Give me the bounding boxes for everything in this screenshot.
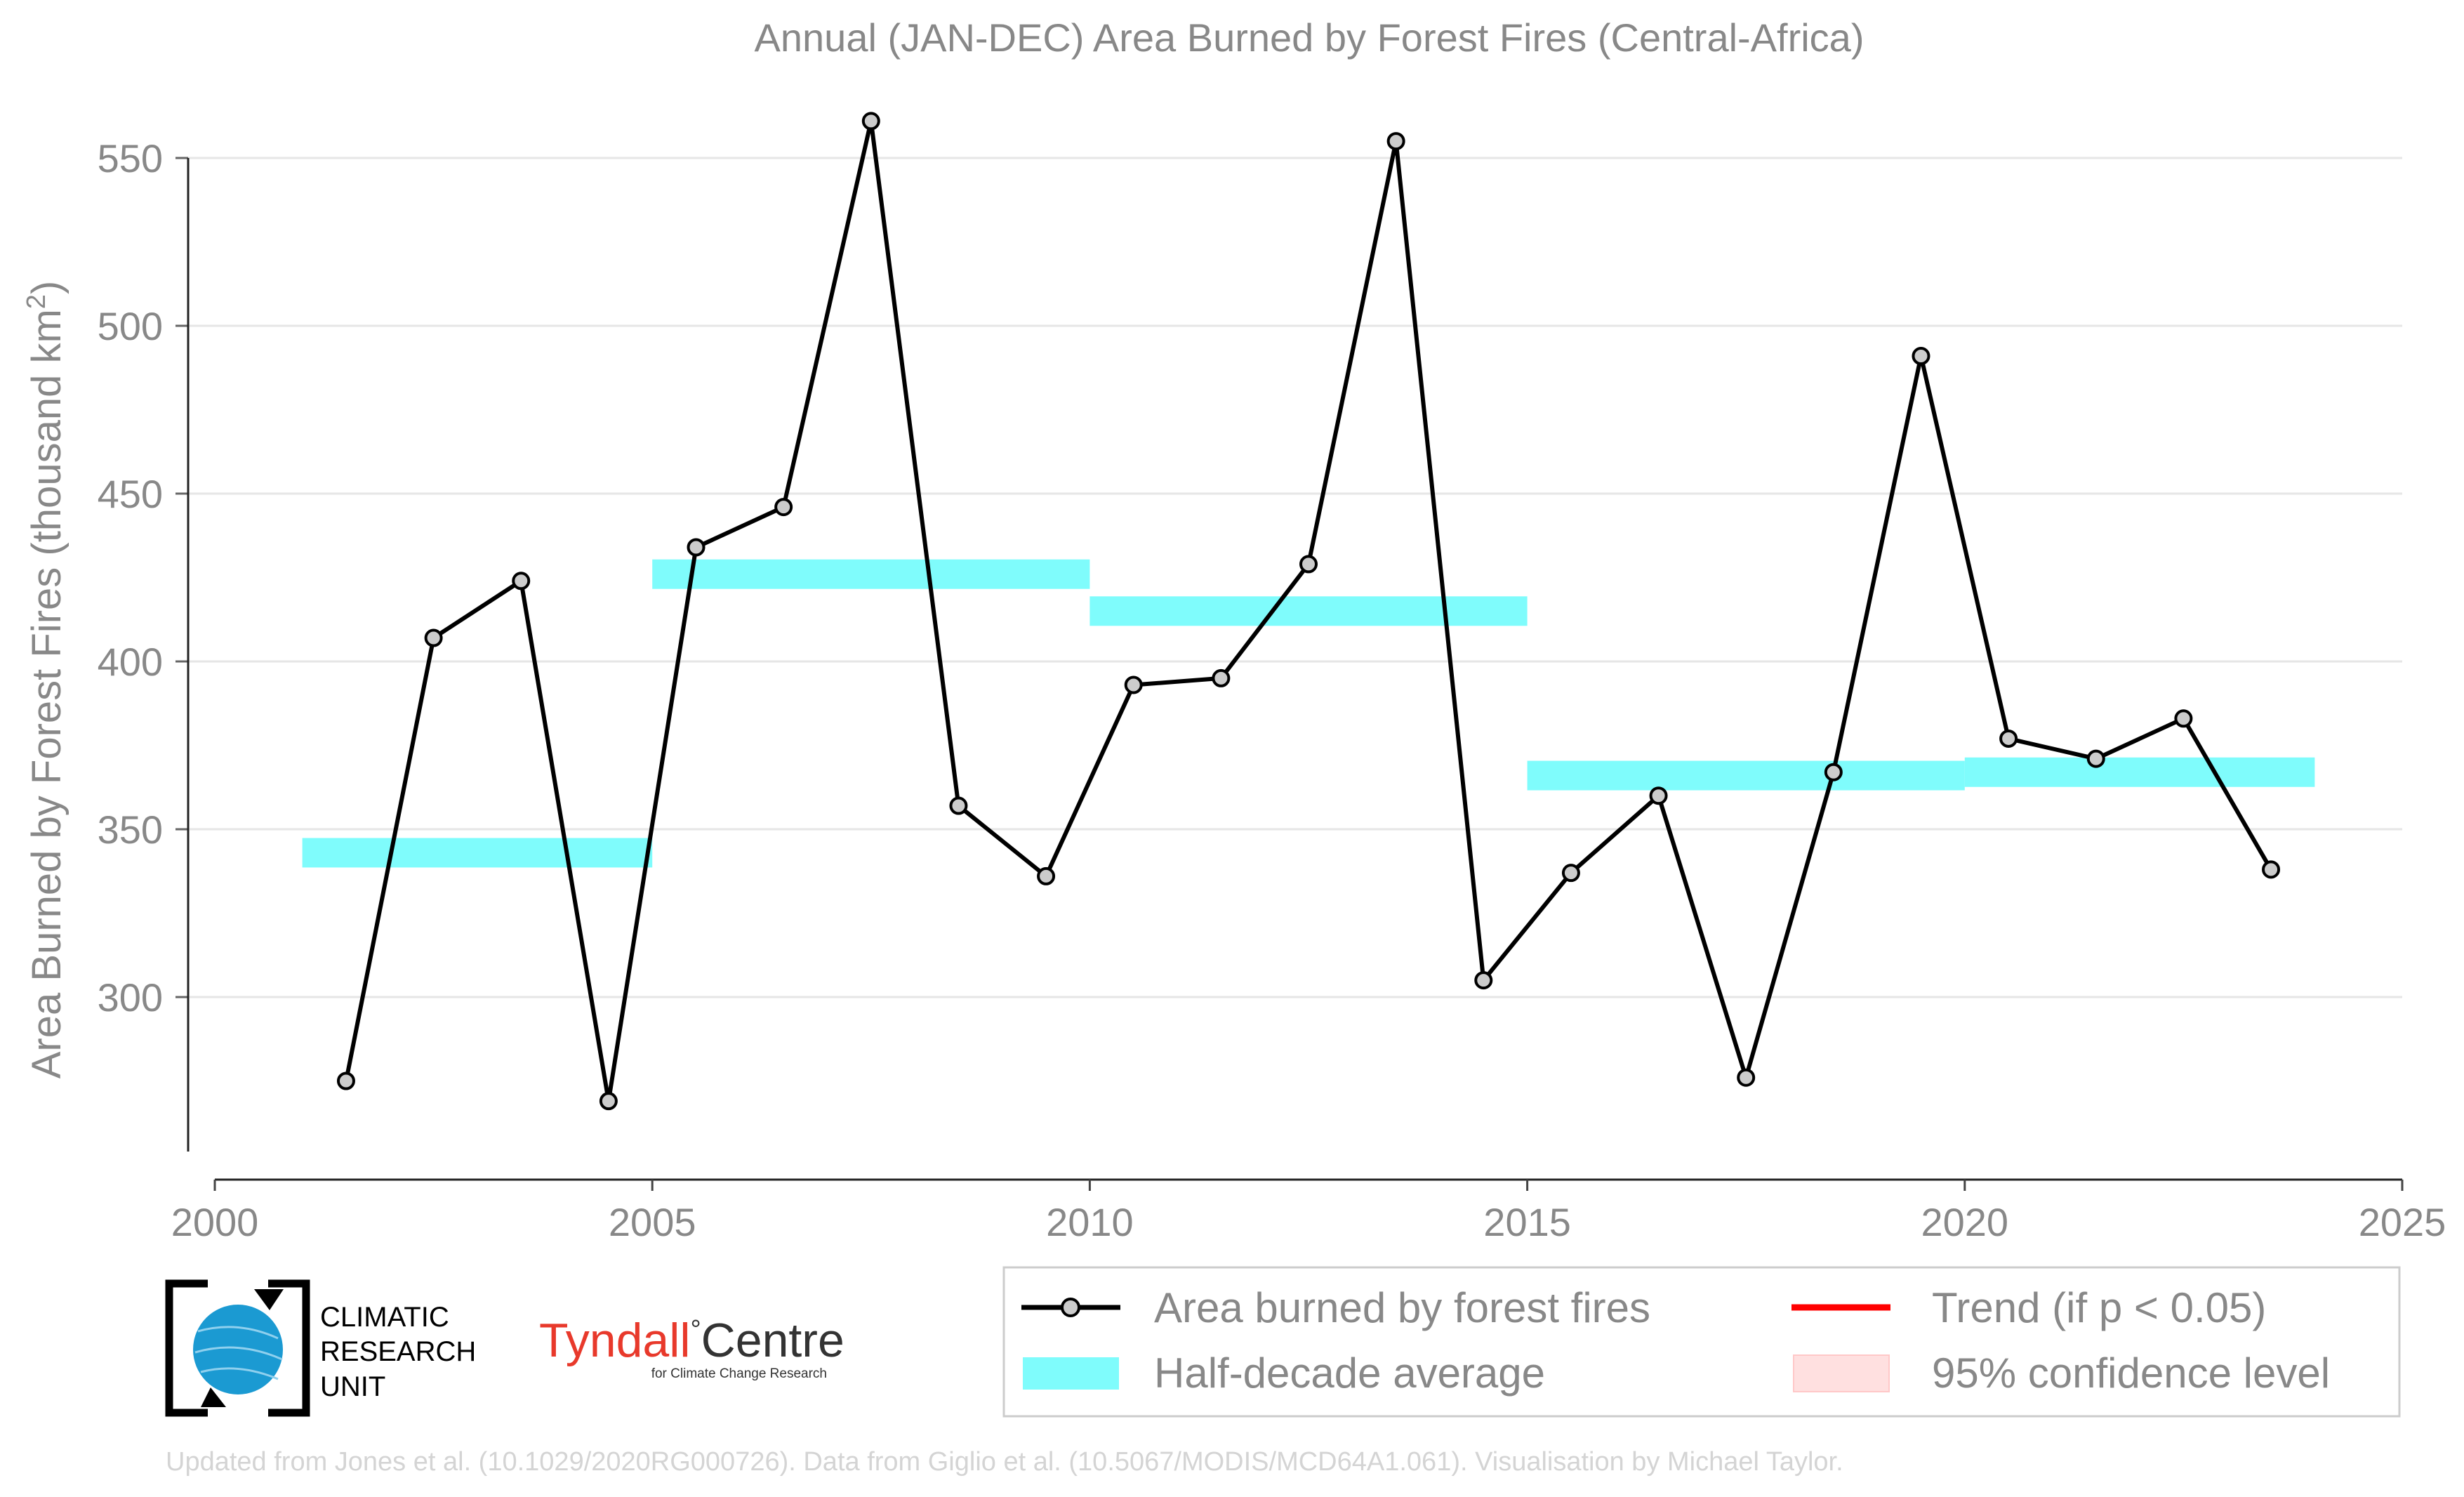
x-tick-label-2015: 2015 xyxy=(1483,1200,1571,1244)
data-point-2012.5 xyxy=(1299,555,1318,574)
half-decade-bar-3 xyxy=(1089,596,1528,626)
data-point-2019.5 xyxy=(1912,347,1930,366)
legend-label-trend: Trend (if p < 0.05) xyxy=(1932,1284,2266,1331)
cru-line-1: CLIMATIC xyxy=(320,1302,449,1333)
legend-label-area-burned: Area burned by forest fires xyxy=(1154,1284,1650,1331)
svg-text:Tyndall°Centre: Tyndall°Centre xyxy=(539,1314,844,1367)
x-tick-label-2025: 2025 xyxy=(2359,1200,2446,1244)
data-point-2004.5 xyxy=(599,1092,618,1111)
y-tick-label-550: 550 xyxy=(98,136,163,180)
tick-labels: 300 350 400 450 500 550 2000 2005 2010 2015 2020 20… xyxy=(98,136,2446,1244)
y-axis-label-superscript: 2 xyxy=(22,294,51,309)
y-tick-label-450: 450 xyxy=(98,472,163,516)
y-tick-label-400: 400 xyxy=(98,640,163,684)
cru-line-2: RESEARCH xyxy=(320,1336,476,1367)
x-tick-label-2020: 2020 xyxy=(1921,1200,2009,1244)
tyndall-logo: Tyndall°Centre for Climate Change Resear… xyxy=(539,1314,844,1381)
data-series xyxy=(336,112,2281,1111)
legend-confidence-icon xyxy=(1793,1354,1890,1392)
tyndall-subtitle: for Climate Change Research xyxy=(651,1366,827,1381)
credit-line: Updated from Jones et al. (10.1029/2020R… xyxy=(166,1447,1843,1477)
x-tick-label-2000: 2000 xyxy=(171,1200,259,1244)
tyndall-degree: ° xyxy=(690,1315,701,1345)
data-point-2015.5 xyxy=(1561,864,1580,883)
legend-box xyxy=(1002,1266,2401,1418)
y-axis-label: Area Burned by Forest Fires (thousand km… xyxy=(22,281,69,1079)
data-point-2013.5 xyxy=(1386,132,1405,151)
data-point-2021.5 xyxy=(2086,749,2105,768)
data-point-2018.5 xyxy=(1824,763,1843,782)
grid-lines xyxy=(187,157,2402,998)
tyndall-centre: Centre xyxy=(701,1314,844,1367)
data-point-2007.5 xyxy=(861,112,880,131)
data-point-2001.5 xyxy=(336,1071,355,1090)
data-point-2002.5 xyxy=(424,628,443,647)
legend-half-decade-icon xyxy=(1023,1357,1119,1390)
tyndall-name: Tyndall xyxy=(539,1314,690,1367)
half-decade-bar-2 xyxy=(652,559,1090,589)
data-point-2023.5 xyxy=(2262,860,2281,879)
legend-label-half-decade: Half-decade average xyxy=(1154,1350,1545,1397)
data-point-2022.5 xyxy=(2174,709,2193,728)
x-tick-label-2005: 2005 xyxy=(609,1200,696,1244)
half-decade-bar-4 xyxy=(1527,760,1965,791)
half-decade-bar-5 xyxy=(1964,757,2315,787)
data-point-2006.5 xyxy=(774,498,793,517)
cru-line-3: UNIT xyxy=(320,1371,385,1402)
data-point-2009.5 xyxy=(1037,866,1056,885)
data-point-2020.5 xyxy=(1999,729,2018,748)
axes xyxy=(175,157,2404,1191)
data-point-2017.5 xyxy=(1737,1068,1756,1087)
data-point-2008.5 xyxy=(949,796,968,815)
data-point-2010.5 xyxy=(1124,675,1143,694)
x-tick-label-2010: 2010 xyxy=(1046,1200,1134,1244)
legend-label-confidence: 95% confidence level xyxy=(1932,1350,2330,1397)
legend-marker-icon xyxy=(1061,1298,1080,1317)
y-tick-label-350: 350 xyxy=(98,807,163,852)
data-point-2003.5 xyxy=(512,572,531,591)
half-decade-bar-1 xyxy=(302,838,653,868)
data-point-2014.5 xyxy=(1474,971,1493,990)
chart-title: Annual (JAN-DEC) Area Burned by Forest F… xyxy=(755,15,1864,60)
legend: Area burned by forest fires Trend (if p … xyxy=(1002,1266,2401,1418)
half-decade-average-bars xyxy=(302,559,2315,868)
data-point-2016.5 xyxy=(1649,786,1668,805)
y-axis-label-close: ) xyxy=(24,281,69,294)
cru-logo: CLIMATIC RESEARCH UNIT xyxy=(165,1279,476,1417)
y-tick-label-300: 300 xyxy=(98,975,163,1020)
y-tick-label-500: 500 xyxy=(98,304,163,348)
data-point-2005.5 xyxy=(687,538,706,557)
data-point-2011.5 xyxy=(1212,668,1231,687)
